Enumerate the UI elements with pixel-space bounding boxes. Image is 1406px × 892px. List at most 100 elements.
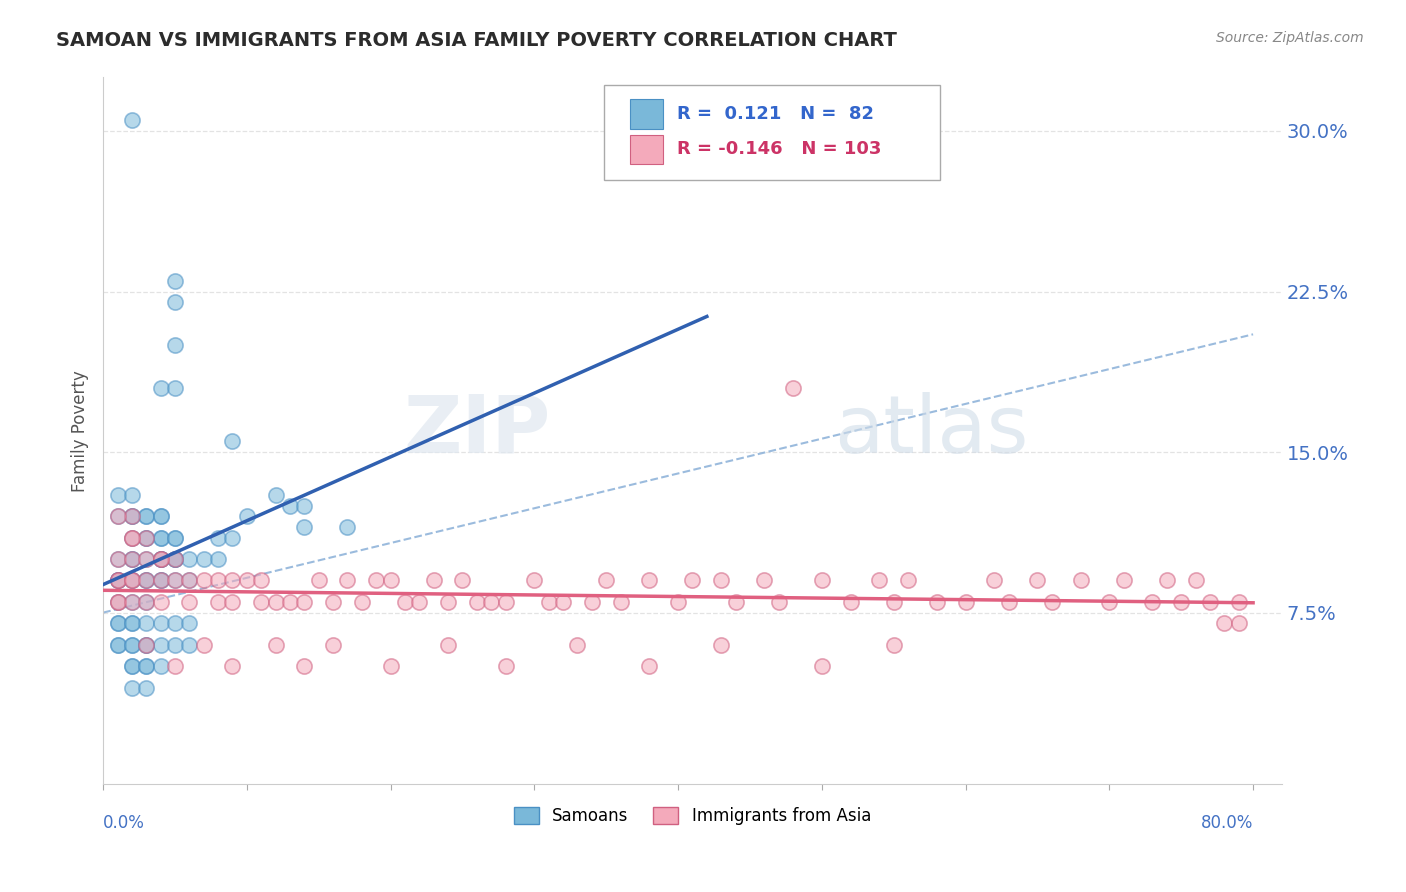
Immigrants from Asia <box>883 638 905 652</box>
Immigrants from Asia <box>121 574 143 588</box>
Samoans <box>107 574 129 588</box>
Immigrants from Asia <box>193 638 215 652</box>
Immigrants from Asia <box>997 595 1019 609</box>
Text: ZIP: ZIP <box>404 392 551 470</box>
Samoans <box>121 638 143 652</box>
Legend: Samoans, Immigrants from Asia: Samoans, Immigrants from Asia <box>508 800 877 832</box>
Samoans <box>179 616 201 631</box>
Samoans <box>135 616 157 631</box>
Immigrants from Asia <box>710 638 733 652</box>
Immigrants from Asia <box>1227 595 1250 609</box>
Immigrants from Asia <box>264 595 287 609</box>
Immigrants from Asia <box>292 659 315 673</box>
Immigrants from Asia <box>322 595 344 609</box>
Immigrants from Asia <box>811 659 834 673</box>
Samoans <box>121 552 143 566</box>
Immigrants from Asia <box>567 638 589 652</box>
Immigrants from Asia <box>782 381 804 395</box>
Immigrants from Asia <box>250 574 273 588</box>
Immigrants from Asia <box>121 595 143 609</box>
Samoans <box>163 552 186 566</box>
Immigrants from Asia <box>163 574 186 588</box>
Samoans <box>135 531 157 545</box>
Immigrants from Asia <box>135 574 157 588</box>
Samoans <box>107 638 129 652</box>
Immigrants from Asia <box>451 574 474 588</box>
Immigrants from Asia <box>149 574 172 588</box>
Samoans <box>149 574 172 588</box>
Immigrants from Asia <box>292 595 315 609</box>
Immigrants from Asia <box>638 574 661 588</box>
Samoans <box>107 509 129 524</box>
Samoans <box>121 509 143 524</box>
Samoans <box>107 574 129 588</box>
Samoans <box>163 274 186 288</box>
Samoans <box>149 509 172 524</box>
Samoans <box>163 531 186 545</box>
Immigrants from Asia <box>193 574 215 588</box>
Samoans <box>163 574 186 588</box>
Samoans <box>121 574 143 588</box>
Immigrants from Asia <box>581 595 603 609</box>
Samoans <box>135 574 157 588</box>
Immigrants from Asia <box>666 595 689 609</box>
Text: atlas: atlas <box>834 392 1028 470</box>
Immigrants from Asia <box>955 595 977 609</box>
Immigrants from Asia <box>868 574 890 588</box>
Immigrants from Asia <box>1142 595 1164 609</box>
Samoans <box>107 638 129 652</box>
Immigrants from Asia <box>121 531 143 545</box>
Immigrants from Asia <box>380 659 402 673</box>
Immigrants from Asia <box>250 595 273 609</box>
Immigrants from Asia <box>1199 595 1222 609</box>
Text: R =  0.121   N =  82: R = 0.121 N = 82 <box>678 105 875 123</box>
Samoans <box>107 552 129 566</box>
Immigrants from Asia <box>163 552 186 566</box>
Samoans <box>135 552 157 566</box>
Immigrants from Asia <box>336 574 359 588</box>
Immigrants from Asia <box>638 659 661 673</box>
Samoans <box>121 638 143 652</box>
Samoans <box>221 434 243 449</box>
Samoans <box>149 531 172 545</box>
Immigrants from Asia <box>221 574 243 588</box>
Samoans <box>107 488 129 502</box>
Immigrants from Asia <box>495 595 517 609</box>
Bar <box>630 135 664 164</box>
Immigrants from Asia <box>422 574 444 588</box>
Immigrants from Asia <box>107 574 129 588</box>
Immigrants from Asia <box>107 595 129 609</box>
Samoans <box>292 520 315 534</box>
Samoans <box>121 552 143 566</box>
Immigrants from Asia <box>221 595 243 609</box>
Immigrants from Asia <box>897 574 920 588</box>
Immigrants from Asia <box>523 574 546 588</box>
Immigrants from Asia <box>553 595 575 609</box>
Samoans <box>149 381 172 395</box>
Immigrants from Asia <box>437 595 460 609</box>
Samoans <box>121 531 143 545</box>
Samoans <box>149 552 172 566</box>
Immigrants from Asia <box>179 595 201 609</box>
Immigrants from Asia <box>1184 574 1206 588</box>
Immigrants from Asia <box>710 574 733 588</box>
Samoans <box>121 616 143 631</box>
Samoans <box>179 638 201 652</box>
Samoans <box>149 638 172 652</box>
Immigrants from Asia <box>107 574 129 588</box>
Text: 80.0%: 80.0% <box>1201 814 1253 832</box>
Samoans <box>121 659 143 673</box>
Immigrants from Asia <box>495 659 517 673</box>
Samoans <box>193 552 215 566</box>
Immigrants from Asia <box>925 595 948 609</box>
Immigrants from Asia <box>149 552 172 566</box>
Immigrants from Asia <box>609 595 631 609</box>
Samoans <box>135 595 157 609</box>
Samoans <box>336 520 359 534</box>
Immigrants from Asia <box>135 638 157 652</box>
Samoans <box>121 488 143 502</box>
Samoans <box>121 595 143 609</box>
Immigrants from Asia <box>207 595 229 609</box>
Samoans <box>163 531 186 545</box>
Immigrants from Asia <box>149 595 172 609</box>
